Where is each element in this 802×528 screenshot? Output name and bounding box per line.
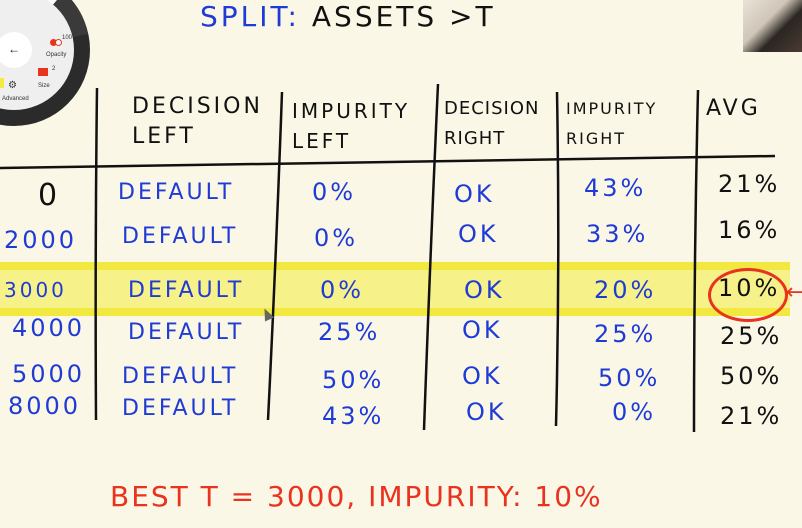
table-cell-impurity-right: 25% <box>594 320 657 348</box>
title-text: ASSETS >T <box>311 0 496 33</box>
back-arrow-icon[interactable]: ← <box>8 42 20 56</box>
col-divider-3 <box>422 83 440 431</box>
header-impurity-right: IMPURITY RIGHT <box>566 94 657 154</box>
color-swatch-yellow[interactable] <box>0 78 4 88</box>
header-line: RIGHT <box>566 129 627 148</box>
table-cell-avg: 16% <box>718 216 781 244</box>
table-cell-impurity-left: 43% <box>322 402 385 430</box>
header-line: LEFT <box>132 124 196 149</box>
table-cell-impurity-left: 0% <box>314 224 359 252</box>
table-cell-decision-left: DEFAULT <box>122 396 239 421</box>
header-avg: AVG <box>706 94 761 124</box>
table-cell-decision-left: DEFAULT <box>122 364 239 389</box>
table-cell-impurity-right: 43% <box>584 174 647 202</box>
radial-tool-palette[interactable] <box>0 0 92 128</box>
page-title: SPLIT: ASSETS >T <box>200 0 496 33</box>
table-cell-decision-right: OK <box>462 316 503 344</box>
header-line: AVG <box>706 96 761 121</box>
table-cell-impurity-right: 50% <box>598 364 661 392</box>
header-line: IMPURITY <box>292 99 411 123</box>
size-swatch-icon[interactable] <box>38 68 48 76</box>
header-underline <box>0 154 776 170</box>
size-value: 2 <box>52 66 56 72</box>
col-divider-1 <box>94 87 99 421</box>
table-cell-impurity-left: 25% <box>318 318 381 346</box>
table-cell-t: 3000 <box>4 278 67 302</box>
table-cell-impurity-right: 20% <box>594 276 657 304</box>
table-cell-t: 2000 <box>4 226 78 254</box>
header-decision-right: DECISION RIGHT <box>444 94 539 154</box>
header-line: LEFT <box>292 129 352 153</box>
header-line: DECISION <box>132 94 263 119</box>
table-cell-t: 4000 <box>12 314 86 342</box>
col-divider-5 <box>692 89 700 433</box>
table-cell-decision-left: DEFAULT <box>118 180 235 205</box>
size-label: Size <box>38 83 50 89</box>
table-cell-decision-left: DEFAULT <box>128 278 245 303</box>
table-cell-t: 0 <box>38 178 61 213</box>
opacity-value: 100 <box>62 35 73 41</box>
table-cell-decision-right: OK <box>464 276 505 304</box>
table-cell-avg: 21% <box>720 402 783 430</box>
header-line: DECISION <box>444 98 540 119</box>
best-row-highlight <box>0 262 790 316</box>
table-cell-avg: 21% <box>718 170 781 198</box>
table-cell-impurity-left: 0% <box>320 276 365 304</box>
table-cell-decision-right: OK <box>454 180 495 208</box>
table-cell-impurity-left: 0% <box>312 178 357 206</box>
header-line: RIGHT <box>444 128 506 149</box>
header-impurity-left: IMPURITY LEFT <box>292 96 410 156</box>
col-divider-2 <box>266 91 284 421</box>
header-decision-left: DECISION LEFT <box>132 92 263 152</box>
table-cell-decision-left: DEFAULT <box>128 320 245 345</box>
table-cell-avg: 50% <box>720 362 783 390</box>
table-cell-t: 5000 <box>12 360 86 388</box>
webcam-thumbnail <box>743 0 802 52</box>
table-cell-decision-right: OK <box>462 362 503 390</box>
advanced-label[interactable]: Advanced <box>2 96 29 102</box>
arrow-left-icon: ← <box>786 280 802 305</box>
table-cell-decision-right: OK <box>466 398 507 426</box>
table-cell-impurity-right: 33% <box>586 220 649 248</box>
best-avg-circle <box>708 268 788 322</box>
table-cell-t: 8000 <box>8 392 82 420</box>
table-cell-impurity-left: 50% <box>322 366 385 394</box>
table-cell-impurity-right: 0% <box>612 398 657 426</box>
table-cell-decision-right: OK <box>458 220 499 248</box>
table-cell-avg: 25% <box>720 322 783 350</box>
conclusion-text: BEST T = 3000, IMPURITY: 10% <box>110 480 603 513</box>
sliders-icon[interactable]: ⚙ <box>8 80 17 91</box>
col-divider-4 <box>554 91 560 427</box>
opacity-toggle-icon[interactable] <box>50 39 62 46</box>
header-line: IMPURITY <box>566 99 658 118</box>
opacity-label: Opacity <box>46 52 67 58</box>
title-prefix: SPLIT: <box>200 0 300 33</box>
table-cell-decision-left: DEFAULT <box>122 224 239 249</box>
